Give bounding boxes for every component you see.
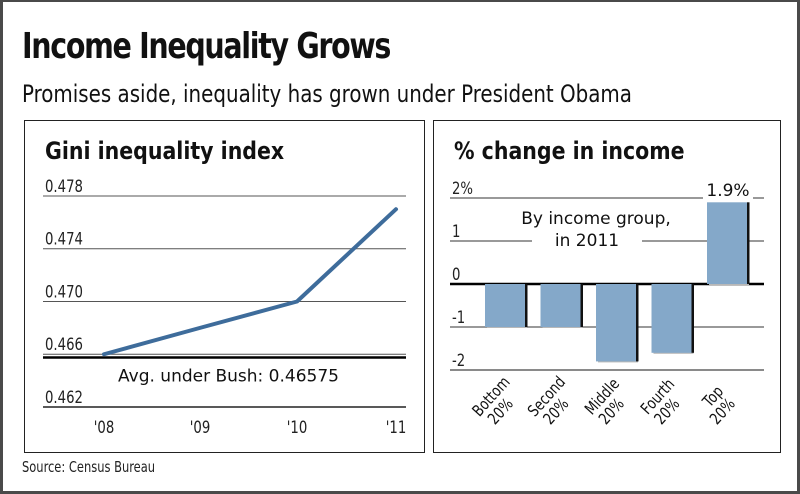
income-chart-title: % change in income (454, 137, 685, 165)
gini-chart-panel: Gini inequality index (24, 120, 425, 453)
bar-edge (691, 284, 694, 353)
bar (596, 284, 636, 362)
page-subtitle: Promises aside, inequality has grown und… (22, 80, 632, 108)
x-tick-label: '11 (386, 417, 407, 437)
bar (651, 284, 692, 353)
y-tick-label: 0.478 (45, 176, 83, 196)
bar-edge (747, 202, 750, 284)
y-tick-label: 0.466 (45, 335, 83, 355)
reference-line-label: Avg. under Bush: 0.46575 (118, 367, 339, 387)
bar (707, 202, 747, 284)
data-label: 1.9% (706, 181, 749, 201)
data-label-background (703, 180, 753, 199)
source-note: Source: Census Bureau (22, 458, 156, 476)
x-tick-label: '09 (190, 417, 211, 437)
gini-series-line (102, 207, 398, 357)
annotation-line-1: By income group, (521, 209, 671, 229)
annotation-line-2: in 2011 (555, 231, 619, 251)
bar-edge (525, 284, 528, 327)
bar (485, 284, 525, 327)
x-tick-label: '10 (287, 417, 308, 437)
x-tick-label: '08 (94, 417, 115, 437)
y-tick-label: 0.470 (45, 282, 83, 302)
y-tick-label: 2% (452, 178, 473, 198)
y-tick-label: -1 (452, 307, 465, 327)
y-tick-label: 0 (452, 264, 460, 284)
bar (540, 284, 581, 327)
y-tick-label: -2 (452, 350, 465, 370)
y-tick-label: 1 (452, 221, 460, 241)
bar-edge (636, 284, 639, 362)
y-tick-label: 0.474 (45, 229, 83, 249)
page-title: Income Inequality Grows (22, 26, 391, 67)
bar-edge (580, 284, 583, 327)
gini-chart-title: Gini inequality index (45, 137, 285, 165)
y-tick-label: 0.462 (45, 387, 83, 407)
annotation-background (532, 228, 642, 250)
